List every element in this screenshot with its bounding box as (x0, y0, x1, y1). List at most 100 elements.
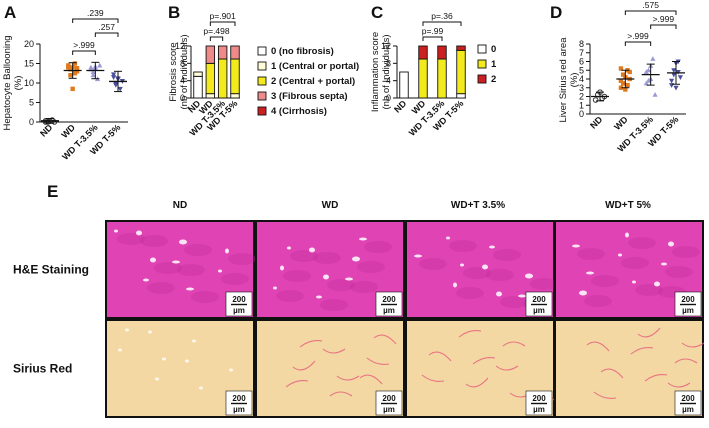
bracket-line (650, 24, 677, 29)
fibrosis-strand (428, 351, 452, 362)
panel-b-bar-2 (217, 45, 228, 99)
vessel (345, 277, 353, 281)
data-point (68, 73, 73, 78)
fibrosis-strand (421, 374, 445, 382)
data-point (72, 71, 78, 76)
p-value-label: >.999 (653, 14, 675, 24)
bracket-line (422, 36, 443, 41)
panel-d-x-tick-label: WD (612, 114, 630, 132)
y-tick-label: 2 (579, 92, 584, 102)
vessel (118, 348, 122, 352)
bar-segment (418, 45, 428, 60)
data-point (618, 85, 624, 90)
data-point (677, 75, 683, 81)
y-tick-label: 4 (386, 76, 391, 86)
data-point (90, 72, 96, 78)
scale-bar-value: 200 (681, 295, 695, 304)
panel-d-ylabel-unit: (%) (569, 73, 580, 88)
panel-c-bar-0 (399, 71, 409, 99)
y-tick-label: 0 (29, 117, 34, 127)
panel-c-bracket-1: p=.36 (422, 11, 462, 26)
vessel (572, 244, 580, 248)
vessel (273, 286, 277, 290)
stain-patch (290, 250, 318, 262)
fibrosis-strand (322, 348, 346, 354)
vessel (496, 291, 502, 297)
panel-c-bar-3 (456, 45, 466, 99)
data-point (592, 97, 599, 103)
data-point (97, 62, 103, 68)
vessel (414, 254, 422, 258)
data-point (90, 69, 96, 75)
data-point (671, 72, 677, 78)
bar-segment (456, 93, 466, 99)
fibrosis-strand (586, 341, 610, 352)
panel-d-group-0 (591, 89, 609, 103)
scale-bar-value: 200 (232, 295, 246, 304)
vessel (525, 273, 533, 279)
data-point (74, 65, 80, 71)
bracket-line (422, 21, 462, 26)
column-header-2: WD+T 3.5% (451, 200, 505, 211)
vessel (654, 281, 660, 287)
stain-patch (628, 237, 656, 249)
vessel (287, 246, 291, 250)
panel-a-bracket-1: .239 (72, 8, 119, 23)
bracket-line (209, 36, 224, 41)
stain-patch (486, 269, 514, 281)
y-tick-label: 0 (579, 109, 584, 119)
micrograph-1-0: 200 µm (105, 319, 255, 418)
vessel (148, 330, 152, 334)
legend-swatch (257, 106, 267, 116)
scale-bar-unit: µm (682, 306, 694, 315)
p-value-label: .575 (642, 0, 659, 10)
row-label-1: Sirius Red (13, 362, 72, 376)
panel-b-bar-3 (230, 45, 240, 99)
stain-patch (117, 233, 145, 245)
vessel (661, 262, 667, 266)
vessel (352, 256, 360, 262)
stain-patch (357, 261, 385, 273)
p-value-label: >.999 (627, 31, 649, 41)
legend-swatch (477, 74, 487, 84)
stain-patch (463, 267, 491, 279)
bar-segment (230, 45, 240, 60)
y-tick-label: 0 (180, 93, 185, 103)
vessel (155, 377, 159, 381)
stain-patch (313, 252, 341, 264)
scale-bar-unit: µm (383, 405, 395, 414)
y-tick-label: 6 (579, 57, 584, 67)
vessel (150, 257, 156, 263)
scale-bar-box (674, 291, 702, 317)
panel-label-e: E (47, 182, 58, 201)
bar-segment (205, 45, 216, 64)
legend-swatch (257, 46, 267, 56)
data-point (66, 63, 71, 68)
vessel (185, 359, 189, 363)
bar-segment (193, 75, 203, 99)
fibrosis-strand (285, 380, 309, 388)
data-point (618, 78, 624, 83)
panel-a-x-tick-label: ND (38, 122, 55, 139)
data-point (111, 75, 117, 80)
data-point (623, 87, 628, 92)
fibrosis-strand (329, 391, 353, 397)
bar-segment (437, 45, 447, 60)
panel-a-x-tick-label: WD (59, 122, 77, 140)
bracket-line (72, 50, 96, 55)
micrograph-1-3: 200 µm (554, 319, 705, 418)
stain-patch (530, 278, 558, 290)
y-tick-label: 5 (579, 65, 584, 75)
vessel (453, 282, 457, 288)
panel-b-y-axis: 0 4 8 12 (175, 41, 192, 103)
stain-patch (621, 257, 649, 269)
vessel (316, 295, 322, 299)
panel-d-ylabel: Liver Sirius red area (558, 37, 569, 123)
stain-patch (635, 284, 663, 296)
fibrosis-strand (366, 357, 390, 365)
bracket-line (94, 32, 119, 37)
scale-bar-unit: µm (682, 405, 694, 414)
legend-swatch (257, 91, 267, 101)
vessel (359, 237, 367, 241)
